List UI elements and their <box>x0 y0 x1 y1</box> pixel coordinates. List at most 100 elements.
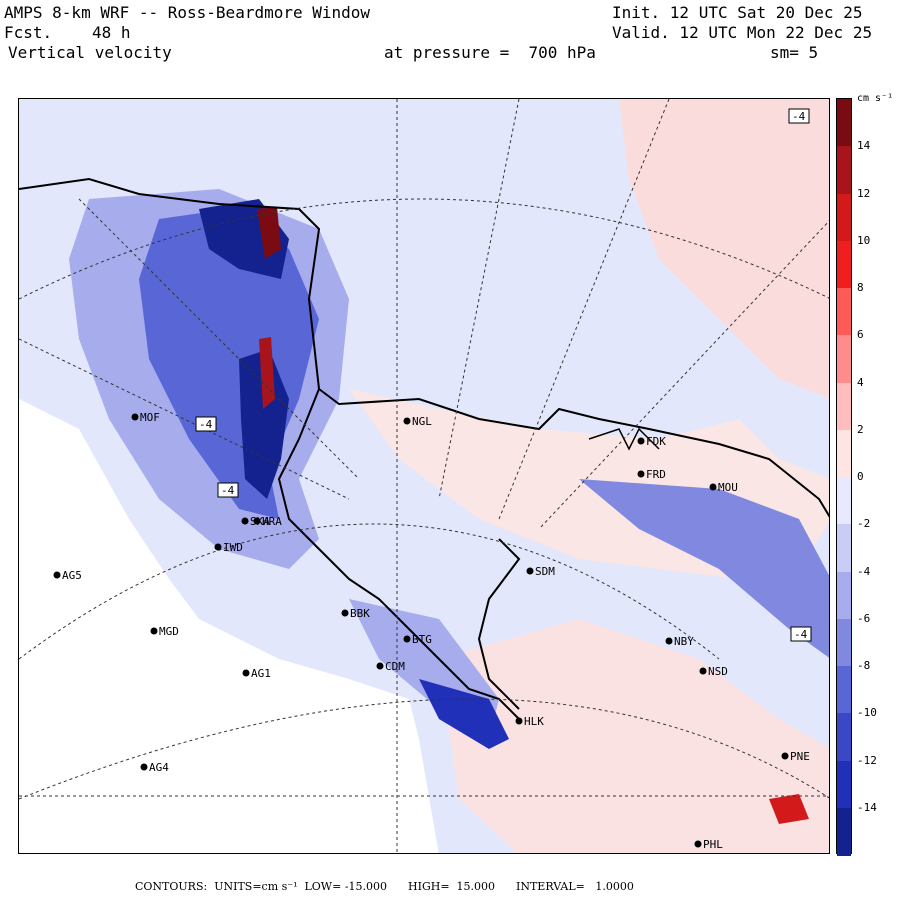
station-label: NBY <box>674 635 694 648</box>
colorbar-tick-label: -2 <box>857 517 871 531</box>
colorbar-swatch <box>837 382 851 431</box>
negative-region <box>579 479 829 658</box>
map-title: AMPS 8-km WRF -- Ross-Beardmore Window <box>4 3 371 22</box>
station-label: HLK <box>524 715 544 728</box>
colorbar-swatch <box>837 288 851 336</box>
station-label: NGL <box>412 415 432 428</box>
station-label: CDM <box>385 660 405 673</box>
colorbar-swatch <box>837 524 851 572</box>
colorbar-swatch <box>837 618 851 667</box>
station-label: IWD <box>223 541 243 554</box>
station-label: BBK <box>350 607 370 620</box>
station-cdm[interactable]: CDM <box>376 660 406 673</box>
field-name: Vertical velocity <box>8 43 172 62</box>
colorbar-swatch <box>837 146 851 194</box>
station-label: AG4 <box>149 761 169 774</box>
station-mof[interactable]: MOF <box>131 411 160 424</box>
colorbar-units: cm s⁻¹ <box>857 93 894 104</box>
coastline <box>277 388 520 720</box>
station-dot-icon <box>515 717 523 725</box>
colorbar-swatch <box>837 666 851 714</box>
vertical-velocity-map: -4 -4 -4 -4 NGL MOF FDK FRD MOU IWD AG5 SDM MGD A… <box>19 99 829 853</box>
station-ag1[interactable]: AG1 <box>242 667 271 680</box>
station-frd[interactable]: FRD <box>637 468 666 481</box>
station-pne[interactable]: PNE <box>781 750 810 763</box>
station-label: BTG <box>412 633 432 646</box>
station-ag5[interactable]: AG5 <box>53 569 82 582</box>
station-mou[interactable]: MOU <box>709 481 738 494</box>
colorbar-tick-label: 10 <box>857 233 871 247</box>
pressure-level: at pressure = 700 hPa <box>384 43 596 62</box>
station-btg[interactable]: BTG <box>403 633 432 646</box>
station-dot-icon <box>53 571 61 579</box>
station-label: PHL <box>703 838 723 851</box>
colorbar-swatch <box>837 193 851 242</box>
colorbar-tick-label: 4 <box>857 375 864 389</box>
contour-label: -4 <box>221 484 235 497</box>
station-phl[interactable]: PHL <box>694 838 724 851</box>
station-label: HRA <box>262 515 282 528</box>
forecast-label: Fcst. <box>4 23 53 42</box>
colorbar-tick-label: -8 <box>857 659 871 672</box>
station-dot-icon <box>140 763 148 771</box>
contour-label: -4 <box>199 418 213 431</box>
station-nsd[interactable]: NSD <box>699 665 728 678</box>
station-label: FRD <box>646 468 666 481</box>
coastline <box>588 427 660 451</box>
station-iwd[interactable]: IWD <box>214 541 243 554</box>
station-ag4[interactable]: AG4 <box>140 761 170 774</box>
colorbar-tick-label: 2 <box>857 422 864 436</box>
colorbar-tick-label: 12 <box>857 186 871 200</box>
map-panel[interactable]: -4 -4 -4 -4 NGL MOF FDK FRD MOU IWD AG5 SDM MGD A… <box>18 98 830 854</box>
station-dot-icon <box>694 840 702 848</box>
station-dot-icon <box>699 667 707 675</box>
colorbar-tick-label: -12 <box>857 753 877 767</box>
contour-label-boxes: -4 -4 -4 -4 <box>195 108 812 642</box>
colorbar-tick-label: 8 <box>857 281 864 294</box>
valid-time: Valid. 12 UTC Mon 22 Dec 25 <box>612 23 873 42</box>
station-mgd[interactable]: MGD <box>150 625 179 638</box>
strong-downdraft <box>239 349 289 499</box>
strong-downdraft <box>419 679 509 749</box>
station-label: NSD <box>708 665 728 678</box>
station-dot-icon <box>403 417 411 425</box>
init-time: Init. 12 UTC Sat 20 Dec 25 <box>612 3 863 22</box>
station-label: PNE <box>790 750 810 763</box>
colorbar-swatch <box>837 429 851 478</box>
colorbar-tick-label: -4 <box>857 564 871 578</box>
colorbar <box>836 98 852 856</box>
station-dot-icon <box>637 470 645 478</box>
missing-data-region <box>19 399 439 853</box>
station-hlk[interactable]: HLK <box>515 715 545 728</box>
colorbar-tick-label: -14 <box>857 800 877 814</box>
contour-label: -4 <box>792 110 806 123</box>
station-bbk[interactable]: BBK <box>341 607 371 620</box>
station-label: FDK <box>646 435 666 448</box>
colorbar-tick-label: 14 <box>857 139 871 153</box>
station-dot-icon <box>241 517 249 525</box>
ice-shelf-edge <box>477 538 521 710</box>
station-dot-icon <box>781 752 789 760</box>
latitude-lines <box>19 198 829 800</box>
coastline <box>19 177 829 518</box>
colorbar-tick-label: 0 <box>857 470 864 483</box>
station-label: MGD <box>159 625 179 638</box>
station-dot-icon <box>242 669 250 677</box>
station-sdm[interactable]: SDM <box>526 565 556 578</box>
colorbar-tick-label: 6 <box>857 328 864 342</box>
strong-updraft <box>769 794 809 824</box>
station-hra[interactable]: HRA <box>253 515 283 528</box>
strong-updraft <box>257 207 281 259</box>
station-fdk[interactable]: FDK <box>637 435 667 448</box>
station-dot-icon <box>526 567 534 575</box>
station-ngl[interactable]: NGL <box>403 415 433 428</box>
colorbar-swatch <box>837 99 851 147</box>
colorbar-swatch <box>837 760 851 809</box>
colorbar-swatch <box>837 571 851 620</box>
positive-region <box>439 619 829 853</box>
station-nby[interactable]: NBY <box>665 635 695 648</box>
longitude-lines <box>19 99 829 853</box>
station-label: AG5 <box>62 569 82 582</box>
station-label: MOU <box>718 481 738 494</box>
station-label: AG1 <box>251 667 271 680</box>
